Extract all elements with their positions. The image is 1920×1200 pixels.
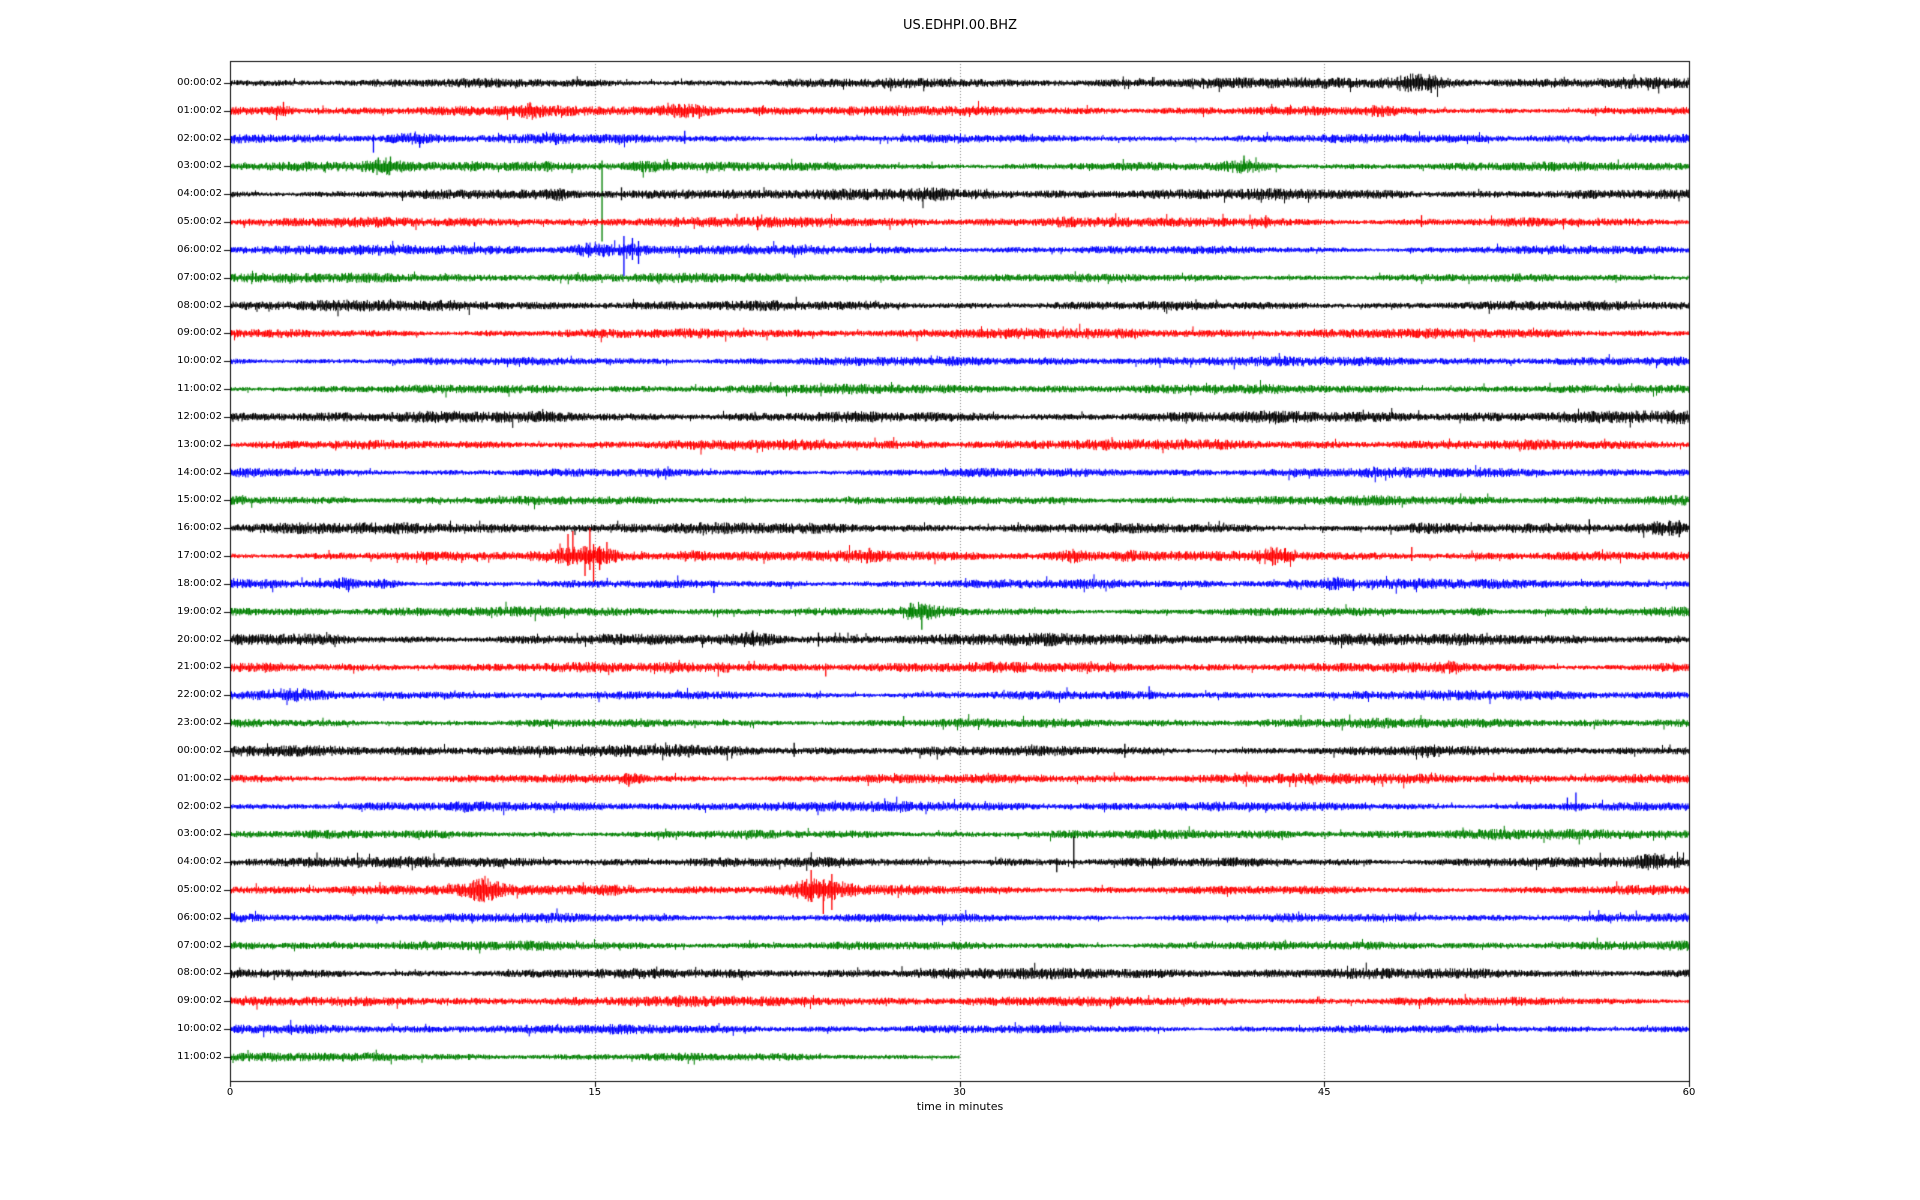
y-tick-label: 07:00:02 [177, 271, 222, 283]
y-tick-label: 03:00:02 [177, 160, 222, 172]
y-tick-label: 12:00:02 [177, 410, 222, 422]
y-tick-label: 09:00:02 [177, 327, 222, 339]
y-tick-label: 06:00:02 [177, 911, 222, 923]
y-tick-label: 10:00:02 [177, 1023, 222, 1035]
x-tick-label: 45 [1317, 1087, 1331, 1098]
y-tick-label: 11:00:02 [177, 383, 222, 395]
y-tick-label: 04:00:02 [177, 188, 222, 200]
y-tick-label: 23:00:02 [177, 717, 222, 729]
y-tick-label: 01:00:02 [177, 772, 222, 784]
y-tick-label: 13:00:02 [177, 438, 222, 450]
y-tick-label: 08:00:02 [177, 967, 222, 979]
y-tick-label: 09:00:02 [177, 995, 222, 1007]
y-tick-label: 04:00:02 [177, 856, 222, 868]
chart-title: US.EDHPI.00.BHZ [903, 18, 1017, 33]
y-tick-label: 05:00:02 [177, 884, 222, 895]
y-tick-label: 07:00:02 [177, 939, 222, 951]
y-tick-label: 10:00:02 [177, 355, 222, 367]
y-tick-label: 19:00:02 [177, 605, 222, 617]
x-axis-label: time in minutes [916, 1100, 1004, 1113]
y-tick-label: 17:00:02 [177, 550, 222, 562]
y-tick-label: 00:00:02 [177, 744, 222, 756]
y-tick-label: 08:00:02 [177, 299, 222, 311]
y-tick-label: 00:00:02 [177, 77, 222, 88]
y-tick-label: 16:00:02 [177, 522, 222, 534]
y-tick-label: 20:00:02 [177, 633, 222, 645]
y-tick-label: 02:00:02 [177, 132, 222, 144]
x-tick-label: 60 [1682, 1087, 1696, 1098]
x-tick-label: 0 [226, 1087, 234, 1098]
y-tick-label: 22:00:02 [177, 689, 222, 701]
x-tick-label: 15 [588, 1087, 602, 1098]
y-tick-label: 18:00:02 [177, 577, 222, 589]
y-tick-label: 15:00:02 [177, 494, 222, 506]
y-tick-label: 14:00:02 [177, 466, 222, 478]
y-tick-label: 21:00:02 [177, 661, 222, 673]
y-tick-label: 01:00:02 [177, 104, 222, 116]
x-tick-label: 30 [953, 1087, 966, 1098]
y-tick-label: 03:00:02 [177, 828, 222, 840]
y-tick-label: 02:00:02 [177, 800, 222, 812]
y-tick-label: 05:00:02 [177, 216, 222, 228]
y-tick-label: 11:00:02 [177, 1050, 222, 1062]
y-tick-label: 06:00:02 [177, 243, 222, 255]
